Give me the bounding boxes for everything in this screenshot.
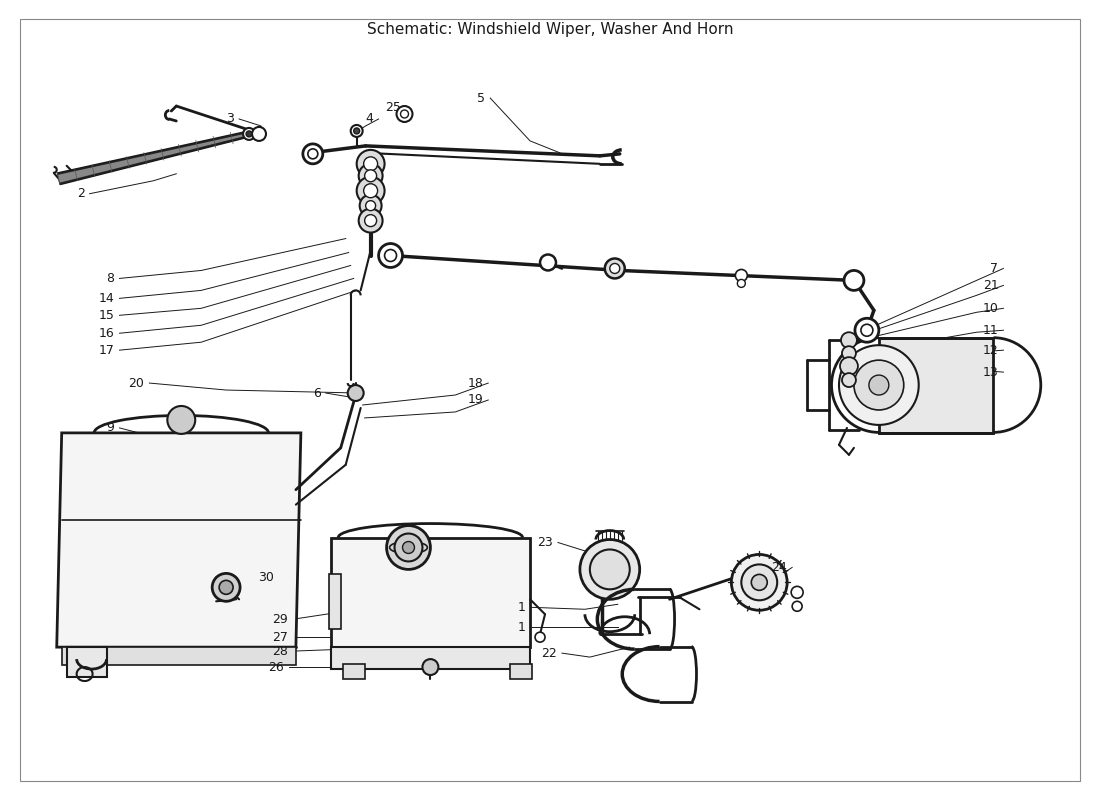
- Text: 14: 14: [99, 292, 114, 305]
- Text: 2: 2: [77, 187, 85, 200]
- Circle shape: [403, 542, 415, 554]
- Circle shape: [869, 375, 889, 395]
- Bar: [510, 664, 532, 679]
- Polygon shape: [57, 131, 250, 185]
- Polygon shape: [331, 538, 530, 647]
- Circle shape: [386, 526, 430, 570]
- Circle shape: [364, 214, 376, 226]
- Circle shape: [400, 110, 408, 118]
- Text: 24: 24: [771, 561, 788, 574]
- Circle shape: [590, 550, 629, 590]
- Circle shape: [364, 170, 376, 182]
- Circle shape: [736, 270, 747, 282]
- Circle shape: [854, 360, 904, 410]
- Circle shape: [792, 602, 802, 611]
- Circle shape: [422, 659, 439, 675]
- Text: 20: 20: [129, 377, 144, 390]
- Circle shape: [246, 131, 252, 137]
- Circle shape: [580, 539, 640, 599]
- Circle shape: [302, 144, 322, 164]
- Circle shape: [385, 250, 396, 262]
- Bar: [329, 574, 341, 630]
- Circle shape: [791, 586, 803, 598]
- Circle shape: [741, 565, 778, 600]
- Text: 3: 3: [227, 113, 234, 126]
- Circle shape: [359, 164, 383, 188]
- Circle shape: [842, 346, 856, 360]
- Text: 21: 21: [982, 279, 999, 292]
- Circle shape: [751, 574, 767, 590]
- Circle shape: [351, 125, 363, 137]
- Text: 7: 7: [990, 262, 999, 275]
- Circle shape: [842, 373, 856, 387]
- Circle shape: [737, 279, 746, 287]
- Text: 25: 25: [385, 101, 400, 114]
- Circle shape: [732, 554, 788, 610]
- Circle shape: [356, 177, 385, 205]
- Text: 8: 8: [107, 272, 114, 285]
- Circle shape: [354, 128, 360, 134]
- Text: 29: 29: [272, 613, 288, 626]
- Text: 23: 23: [537, 536, 553, 549]
- Text: 18: 18: [468, 377, 483, 390]
- Circle shape: [359, 209, 383, 233]
- Bar: [331, 647, 530, 669]
- Text: 6: 6: [312, 386, 321, 399]
- Circle shape: [844, 270, 864, 290]
- Circle shape: [395, 534, 422, 562]
- Circle shape: [348, 385, 364, 401]
- Circle shape: [243, 128, 255, 140]
- Circle shape: [840, 357, 858, 375]
- Circle shape: [308, 149, 318, 159]
- Text: 16: 16: [99, 326, 114, 340]
- Bar: [62, 647, 296, 665]
- Text: 5: 5: [477, 91, 485, 105]
- Circle shape: [252, 127, 266, 141]
- Circle shape: [861, 324, 873, 336]
- Circle shape: [540, 254, 556, 270]
- Circle shape: [609, 263, 619, 274]
- Text: 30: 30: [258, 571, 274, 584]
- Text: 28: 28: [272, 645, 288, 658]
- Text: 11: 11: [982, 324, 999, 337]
- Text: 17: 17: [99, 344, 114, 357]
- Bar: [67, 647, 107, 677]
- Text: 1: 1: [517, 621, 525, 634]
- Bar: [343, 664, 364, 679]
- Circle shape: [378, 243, 403, 267]
- Text: 22: 22: [541, 646, 557, 660]
- Text: 12: 12: [982, 344, 999, 357]
- Text: 13: 13: [982, 366, 999, 378]
- Bar: [879, 338, 993, 433]
- Text: 10: 10: [982, 302, 999, 315]
- Circle shape: [396, 106, 412, 122]
- Circle shape: [356, 150, 385, 178]
- Text: 4: 4: [365, 113, 374, 126]
- Circle shape: [855, 318, 879, 342]
- Text: 1: 1: [517, 601, 525, 614]
- Circle shape: [360, 194, 382, 217]
- Circle shape: [167, 406, 195, 434]
- Circle shape: [364, 157, 377, 170]
- Polygon shape: [57, 433, 301, 647]
- Text: 27: 27: [272, 630, 288, 644]
- Text: Schematic: Windshield Wiper, Washer And Horn: Schematic: Windshield Wiper, Washer And …: [366, 22, 734, 37]
- Text: 19: 19: [468, 394, 483, 406]
- Circle shape: [842, 332, 857, 348]
- Text: 26: 26: [268, 661, 284, 674]
- Circle shape: [219, 580, 233, 594]
- Circle shape: [535, 632, 544, 642]
- Text: 9: 9: [107, 422, 114, 434]
- Circle shape: [605, 258, 625, 278]
- Text: 15: 15: [99, 309, 114, 322]
- Circle shape: [364, 184, 377, 198]
- Circle shape: [212, 574, 240, 602]
- Polygon shape: [58, 133, 250, 182]
- Circle shape: [365, 201, 375, 210]
- Polygon shape: [58, 134, 250, 181]
- Circle shape: [839, 345, 918, 425]
